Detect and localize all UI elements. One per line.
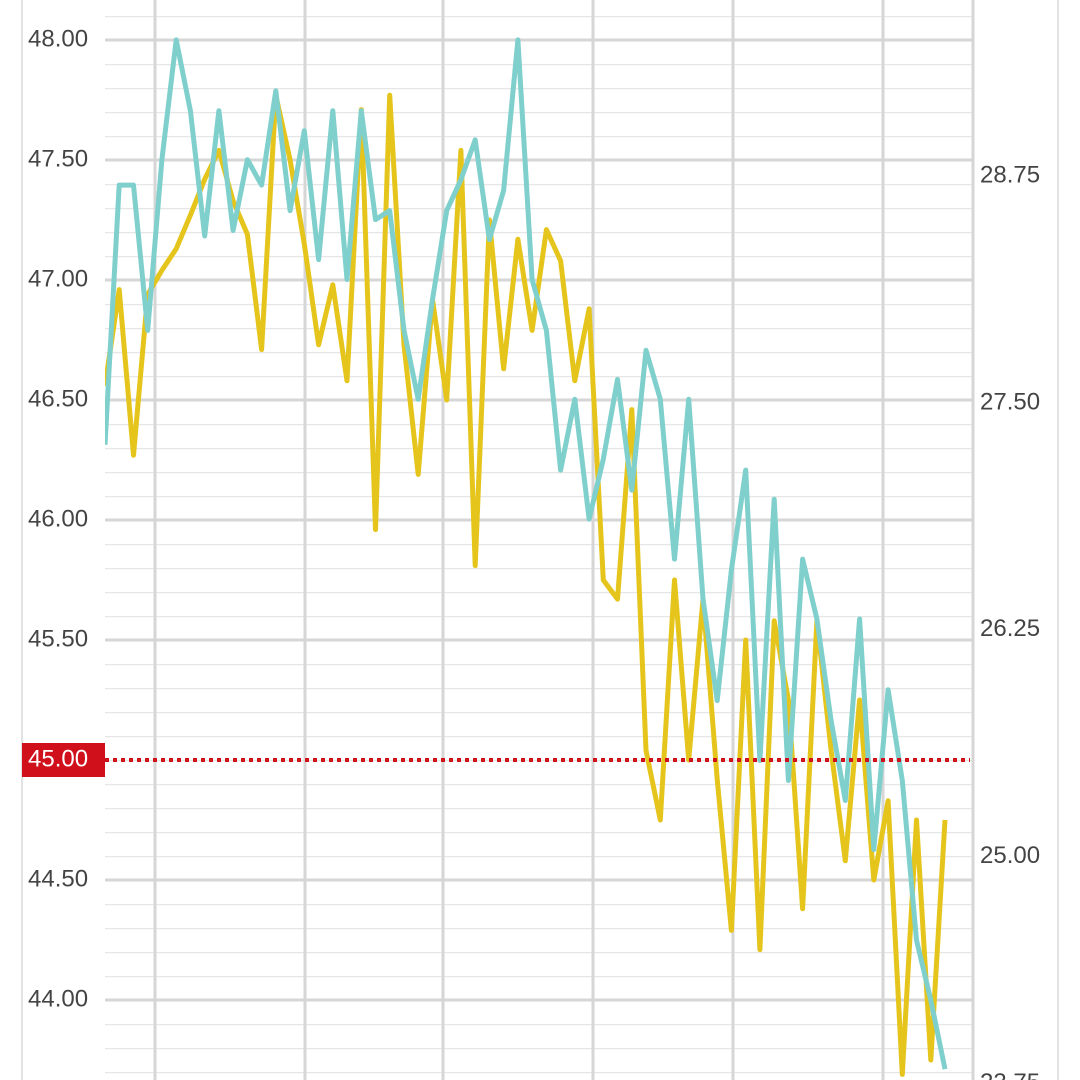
y-tick-label: 44.00 — [28, 985, 88, 1012]
y-tick-label: 47.00 — [28, 265, 88, 292]
reference-label: 45.00 — [28, 745, 88, 772]
y-tick-label: 47.50 — [28, 145, 88, 172]
labels: 48.00 47.50 47.00 46.50 46.00 45.50 44.50 44.00… — [22, 25, 1040, 1080]
y2-tick-label: 26.25 — [980, 615, 1040, 642]
y-tick-label: 45.50 — [28, 625, 88, 652]
y2-tick-label: 23.75 — [980, 1069, 1040, 1080]
series-line — [105, 92, 948, 1077]
y-tick-label: 46.50 — [28, 385, 88, 412]
y2-tick-label: 27.50 — [980, 388, 1040, 415]
y2-tick-label: 25.00 — [980, 842, 1040, 869]
y-tick-label: 48.00 — [28, 25, 88, 52]
y-tick-label: 46.00 — [28, 505, 88, 532]
y2-tick-label: 28.75 — [980, 161, 1040, 188]
reference-label-box — [22, 743, 105, 778]
y-tick-label: 44.50 — [28, 865, 88, 892]
plot — [105, 37, 948, 1077]
series-line — [105, 37, 948, 1070]
minor-grid — [105, 0, 973, 1080]
